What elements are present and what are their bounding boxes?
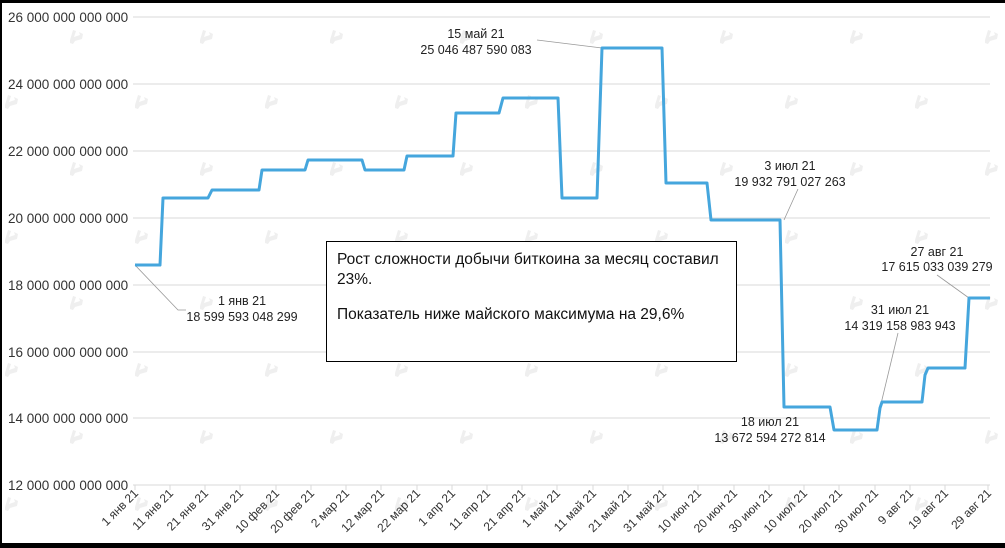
annotation-leaders <box>134 39 970 409</box>
annotation-value: 19 932 791 027 263 <box>734 175 845 189</box>
chart-frame: 26 000 000 000 000 24 000 000 000 000 22… <box>2 3 1005 543</box>
difficulty-line <box>135 46 990 432</box>
note-growth-text: Рост сложности добычи биткоина за месяц … <box>337 251 719 288</box>
y-tick-label: 24 000 000 000 000 <box>8 77 128 92</box>
y-tick-label: 14 000 000 000 000 <box>8 411 128 426</box>
annotation-value: 13 672 594 272 814 <box>714 431 825 445</box>
x-axis-labels: 1 янв 21 11 янв 21 21 янв 21 31 янв 21 1… <box>99 486 995 536</box>
annotation-value: 25 046 487 590 083 <box>420 43 531 57</box>
y-tick-label: 16 000 000 000 000 <box>8 345 128 360</box>
x-tick-label: 29 авг 21 <box>948 486 994 532</box>
annotation-date: 31 июл 21 <box>871 303 929 317</box>
annotation-date: 3 июл 21 <box>764 159 815 173</box>
annotation-date: 18 июл 21 <box>741 415 799 429</box>
annotation-value: 18 599 593 048 299 <box>186 310 297 324</box>
y-tick-label: 12 000 000 000 000 <box>8 478 128 493</box>
difficulty-chart: 26 000 000 000 000 24 000 000 000 000 22… <box>5 10 998 536</box>
y-tick-label: 18 000 000 000 000 <box>8 278 128 293</box>
summary-note-box: Рост сложности добычи биткоина за месяц … <box>326 241 737 362</box>
y-axis-labels: 26 000 000 000 000 24 000 000 000 000 22… <box>8 10 128 493</box>
annotation-date: 27 авг 21 <box>911 245 964 259</box>
data-annotations: 1 янв 21 18 599 593 048 299 15 май 21 25… <box>186 27 992 445</box>
annotation-date: 15 май 21 <box>447 27 504 41</box>
y-tick-label: 20 000 000 000 000 <box>8 211 128 226</box>
annotation-date: 1 янв 21 <box>218 294 266 308</box>
note-below-max-text: Показатель ниже майского максимума на 29… <box>337 306 685 323</box>
y-tick-label: 22 000 000 000 000 <box>8 144 128 159</box>
y-tick-label: 26 000 000 000 000 <box>8 10 128 25</box>
annotation-value: 17 615 033 039 279 <box>881 260 992 274</box>
x-tick-marks <box>134 485 989 490</box>
annotation-value: 14 319 158 983 943 <box>844 319 955 333</box>
